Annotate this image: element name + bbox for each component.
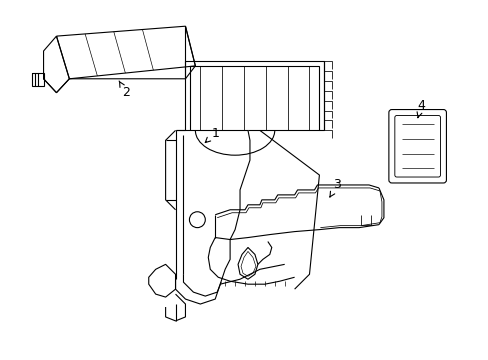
Text: 2: 2	[119, 81, 130, 99]
Text: 3: 3	[329, 179, 341, 197]
Text: 1: 1	[205, 127, 219, 143]
FancyBboxPatch shape	[394, 116, 440, 177]
Text: 4: 4	[416, 99, 425, 118]
FancyBboxPatch shape	[388, 109, 446, 183]
